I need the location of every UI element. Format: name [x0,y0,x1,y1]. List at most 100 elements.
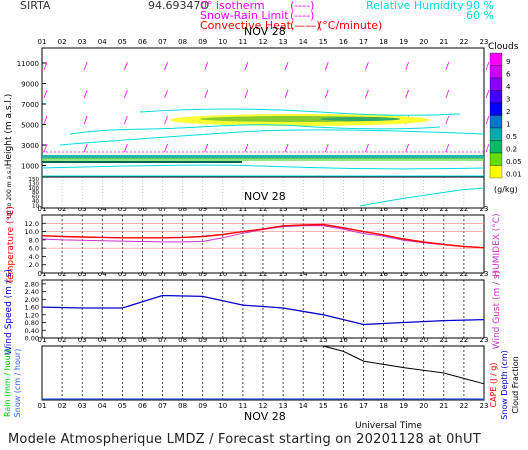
hour-tick-label: 22 [459,336,468,344]
colorbar-cells: 9 6 4 3 2 1 0.5 0.2 0.05 0.01 [489,52,522,179]
hour-tick-label: 15 [319,336,328,344]
colorbar-cell [489,115,503,129]
hour-tick-label: 23 [480,270,489,278]
time-axis-label: Universal Time [355,421,422,431]
colorbar-cell [489,65,503,79]
legend-snow-rain: Snow-Rain Limit [200,9,289,22]
panel-y-tick-label: 1.20 [25,311,39,319]
hour-tick-label: 22 [459,205,468,213]
clouds-y-tick-label: 3000 [21,142,39,150]
legend-convective: Convective Heat. [200,19,294,32]
wind-grid [61,280,465,338]
hour-tick-label: 11 [238,402,247,410]
hour-tick-label: 22 [459,38,468,46]
colorbar-cell [489,52,503,66]
hour-tick-label: 17 [359,205,368,213]
wind-barb [445,61,450,71]
colorbar-label: 9 [506,58,510,66]
wind-barb [485,89,490,99]
hour-tick-label: 06 [138,205,147,213]
station-coords: 94.69347O [148,0,209,12]
colorbar-label: 4 [506,83,511,91]
temp-grid [42,215,484,273]
rain-grid [42,346,484,400]
rh-90: 90 % [466,0,494,12]
wind-barb [164,61,168,71]
hour-tick-label: 14 [299,270,308,278]
hour-tick-label: 15 [319,402,328,410]
wind-barb [485,115,490,125]
hour-tick-label: 01 [38,336,47,344]
hour-tick-label: 02 [58,38,67,46]
wind-barb [123,61,128,71]
wind-barb [405,89,410,99]
hour-tick-label: 11 [238,205,247,213]
colorbar-label: 6 [506,71,511,79]
hour-tick-label: 04 [98,270,107,278]
hour-tick-label: 15 [319,270,328,278]
wind-barb [123,89,128,99]
hour-tick-label: 14 [299,38,308,46]
hour-tick-label: 10 [218,402,227,410]
hour-tick-label: 13 [279,402,288,410]
hour-tick-label: 11 [238,336,247,344]
panel-y-tick-label: 1.60 [25,304,39,312]
hour-tick-label: 13 [279,336,288,344]
wind-barb [284,61,289,71]
rh-60: 60 % [466,9,494,22]
wind-barb [164,89,168,99]
hour-axis-rows: 01 02 03 04 05 06 07 08 09 10 11 12 13 14 15 16 17 18 19 20… [38,38,489,410]
rain-ylabel: Rain (mm / hour) [3,349,12,417]
wind-gust-label: Wind Gust (m / s) [492,271,502,349]
legend-conv-unit: (°C/minute) [318,19,382,32]
wind-barb [445,115,450,125]
clouds-colorbar: Clouds 9 6 4 3 2 1 0.5 0.2 0.05 0.01 (g/kg) [488,42,522,194]
colorbar-label: 3 [506,96,510,104]
hour-tick-label: 22 [459,402,468,410]
colorbar-label: 1 [506,121,510,129]
hour-tick-label: 02 [58,336,67,344]
hour-tick-label: 03 [78,402,87,410]
hour-tick-label: 23 [480,38,489,46]
hour-tick-label: 21 [439,205,448,213]
hour-tick-label: 17 [359,402,368,410]
colorbar-label: 2 [506,108,510,116]
temperature-line [41,223,485,249]
hour-tick-label: 02 [58,205,67,213]
hour-tick-label: 13 [279,270,288,278]
wind-barb [365,143,369,153]
low-cloud-band-2 [42,158,484,161]
wind-panel: 2.802.402.001.601.200.800.400.00 Wind Sp… [4,269,502,355]
hour-tick-label: 18 [379,402,388,410]
clouds-y-tick-label: 7000 [21,101,39,109]
station-name: SIRTA [20,0,51,12]
wind-barb [445,89,450,99]
hour-tick-label: 01 [38,270,47,278]
hour-tick-label: 19 [399,270,408,278]
hour-tick-label: 07 [158,270,167,278]
clouds-y-tick-label: 9000 [21,81,39,89]
panel-y-tick-label: 2.80 [25,280,39,288]
hour-tick-label: 14 [299,205,308,213]
wind-barb [445,143,450,153]
hour-tick-label: 06 [138,402,147,410]
clouds-low-tick-label: 40 [32,199,39,205]
wind-barb [244,61,249,71]
wind-barb [83,143,88,153]
clouds-low-tick-label: 60 [32,195,39,201]
hour-tick-label: 16 [339,402,348,410]
snow-depth-label: Snow Depth (cm) [500,350,509,419]
hour-tick-label: 15 [319,205,328,213]
hour-tick-label: 18 [379,205,388,213]
clouds-low-tick-label: 80 [32,190,39,196]
colorbar-label: 0.5 [506,133,517,141]
panel-y-tick-label: 0.80 [25,319,39,327]
wind-barb [324,89,329,99]
colorbar-cell [489,152,503,166]
wind-barb [204,89,209,99]
hour-tick-label: 05 [118,205,127,213]
wind-barb [83,61,88,71]
cloud-fraction-label: Cloud Fraction [511,356,520,413]
panel-y-tick-label: 2.40 [25,288,39,296]
hour-tick-label: 02 [58,270,67,278]
